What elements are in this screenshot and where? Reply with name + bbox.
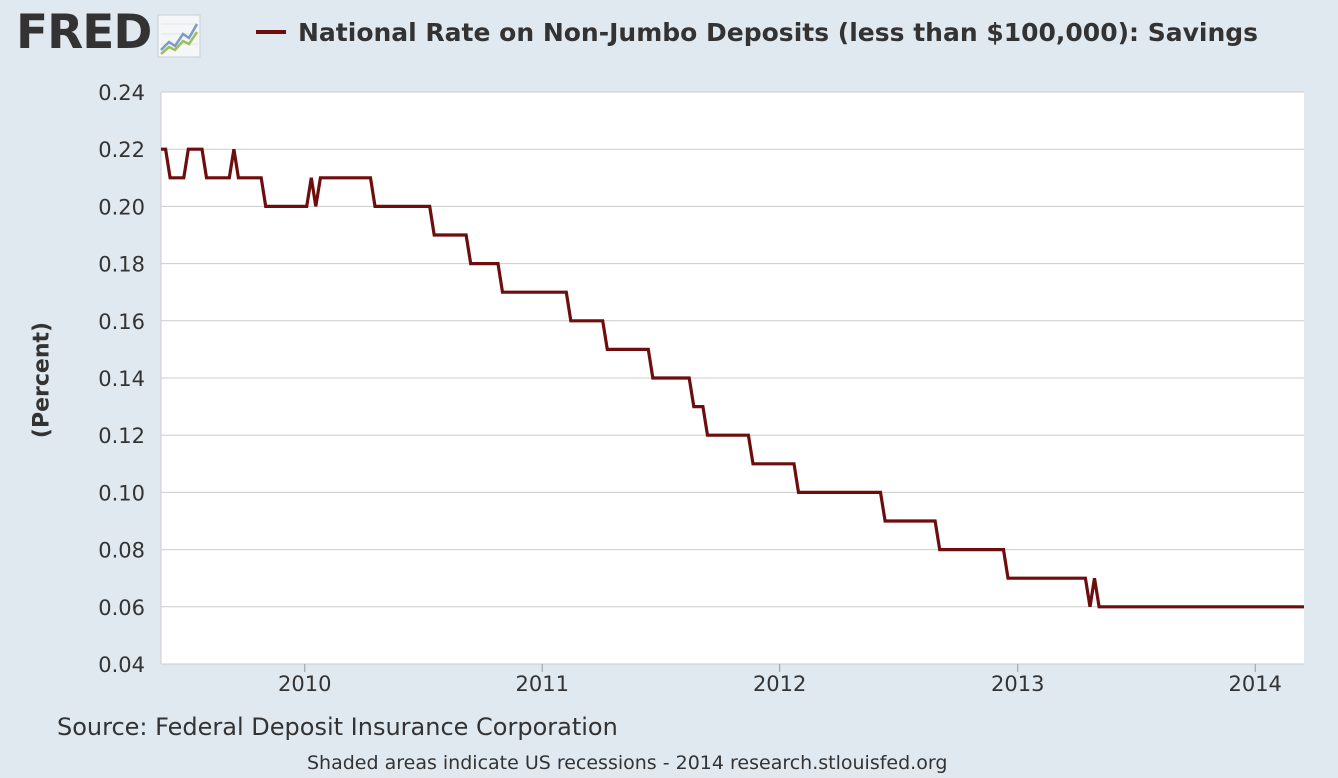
x-tick-label: 2011	[515, 672, 568, 696]
chart-legend: National Rate on Non-Jumbo Deposits (les…	[256, 14, 1258, 50]
x-tick-label: 2013	[991, 672, 1044, 696]
y-tick-label: 0.16	[98, 310, 145, 334]
y-tick-label: 0.08	[98, 539, 145, 563]
y-tick-label: 0.12	[98, 424, 145, 448]
recession-footnote: Shaded areas indicate US recessions - 20…	[307, 752, 948, 774]
x-tick-label: 2010	[278, 672, 331, 696]
y-tick-label: 0.06	[98, 596, 145, 620]
legend-label: National Rate on Non-Jumbo Deposits (les…	[298, 17, 1259, 47]
y-tick-label: 0.04	[98, 653, 145, 677]
y-tick-label: 0.20	[98, 195, 145, 219]
y-tick-label: 0.24	[98, 81, 145, 105]
source-note: Source: Federal Deposit Insurance Corpor…	[57, 713, 618, 741]
logo-text: FRED	[16, 5, 152, 60]
y-tick-label: 0.14	[98, 367, 145, 391]
y-tick-label: 0.18	[98, 253, 145, 277]
series-line	[161, 147, 1304, 609]
legend-swatch	[256, 30, 286, 34]
x-tick-label: 2012	[753, 672, 806, 696]
x-tick-label: 2014	[1228, 672, 1281, 696]
line-chart-icon	[157, 14, 201, 58]
y-tick-label: 0.10	[98, 481, 145, 505]
fred-logo[interactable]: FRED	[16, 8, 201, 58]
y-tick-label: 0.22	[98, 138, 145, 162]
y-axis-label: (Percent)	[29, 321, 55, 439]
